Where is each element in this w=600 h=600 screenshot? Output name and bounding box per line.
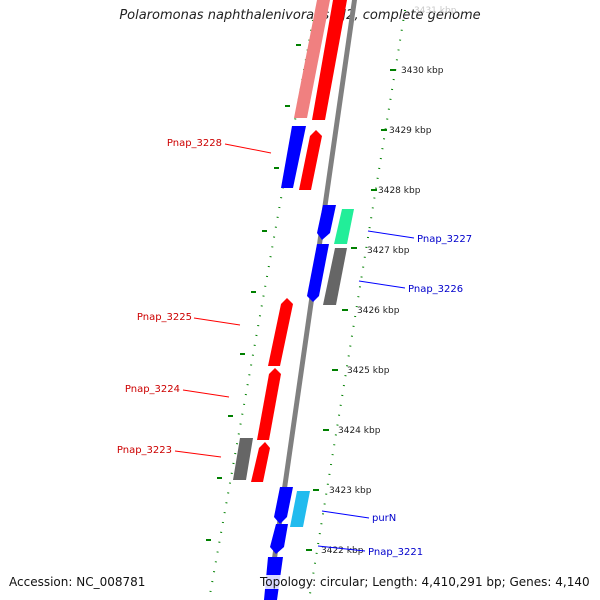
cds-feature bbox=[312, 0, 347, 120]
kbp-label: 3428 kbp bbox=[378, 186, 421, 196]
cds-feature-pnap-3223 bbox=[251, 442, 270, 482]
kbp-label: 3431 kbp bbox=[414, 6, 457, 16]
gene-label-purN[interactable]: purN bbox=[372, 513, 396, 524]
gene-label-pnap-3223[interactable]: Pnap_3223 bbox=[117, 445, 172, 456]
leader-line bbox=[224, 143, 272, 154]
cds-feature-pnap-3225 bbox=[268, 298, 293, 366]
gene-label-pnap-3226[interactable]: Pnap_3226 bbox=[408, 284, 463, 295]
right-tick-marks bbox=[306, 69, 396, 551]
cds-feature-pnap-3224 bbox=[257, 368, 281, 440]
kbp-label: 3429 kbp bbox=[389, 126, 432, 136]
gene-label-pnap-3224[interactable]: Pnap_3224 bbox=[125, 384, 180, 395]
genome-title: Polaromonas naphthalenivorans CJ2, compl… bbox=[119, 8, 481, 23]
cds-feature bbox=[281, 126, 306, 188]
cds-feature-pnap-3221 bbox=[270, 524, 288, 554]
cds-feature bbox=[317, 205, 336, 240]
leader-line bbox=[358, 280, 406, 289]
leader-line bbox=[182, 389, 230, 398]
leader-line bbox=[174, 450, 222, 458]
kbp-label: 3424 kbp bbox=[338, 426, 381, 436]
cds-feature-pnap-3228 bbox=[299, 130, 322, 190]
gene-label-pnap-3225[interactable]: Pnap_3225 bbox=[137, 312, 192, 323]
leader-line bbox=[321, 510, 370, 519]
kbp-labels: 3431 kbp 3430 kbp 3429 kbp 3428 kbp 3427… bbox=[321, 6, 457, 556]
kbp-label: 3423 kbp bbox=[329, 486, 372, 496]
forward-strand-features bbox=[233, 0, 347, 482]
kbp-label: 3426 kbp bbox=[357, 306, 400, 316]
cds-feature-cyan bbox=[290, 491, 310, 527]
kbp-label: 3427 kbp bbox=[367, 246, 410, 256]
kbp-label: 3422 kbp bbox=[321, 546, 364, 556]
leader-line bbox=[317, 545, 366, 552]
label-leader-lines bbox=[174, 143, 415, 552]
accession-text: Accession: NC_008781 bbox=[9, 575, 146, 589]
leader-line bbox=[193, 317, 241, 326]
gene-label-pnap-3221[interactable]: Pnap_3221 bbox=[368, 547, 423, 558]
genome-summary-text: Topology: circular; Length: 4,410,291 bp… bbox=[260, 575, 590, 589]
cds-feature bbox=[294, 0, 330, 118]
gene-label-pnap-3227[interactable]: Pnap_3227 bbox=[417, 234, 472, 245]
gene-labels: Pnap_3228 Pnap_3227 Pnap_3226 Pnap_3225 … bbox=[117, 138, 472, 558]
kbp-label: 3430 kbp bbox=[401, 66, 444, 76]
cds-feature-pnap-3227 bbox=[334, 209, 354, 244]
kbp-label: 3425 kbp bbox=[347, 366, 390, 376]
cds-feature-pnap-3226-blue bbox=[307, 244, 329, 302]
cds-feature-grey bbox=[233, 438, 253, 480]
reverse-strand-features bbox=[264, 205, 354, 600]
gene-label-pnap-3228[interactable]: Pnap_3228 bbox=[167, 138, 222, 149]
leader-line bbox=[367, 230, 415, 239]
cds-feature-purN bbox=[274, 487, 293, 524]
left-tick-marks bbox=[206, 44, 301, 541]
cds-feature-pnap-3226-grey bbox=[323, 248, 347, 305]
